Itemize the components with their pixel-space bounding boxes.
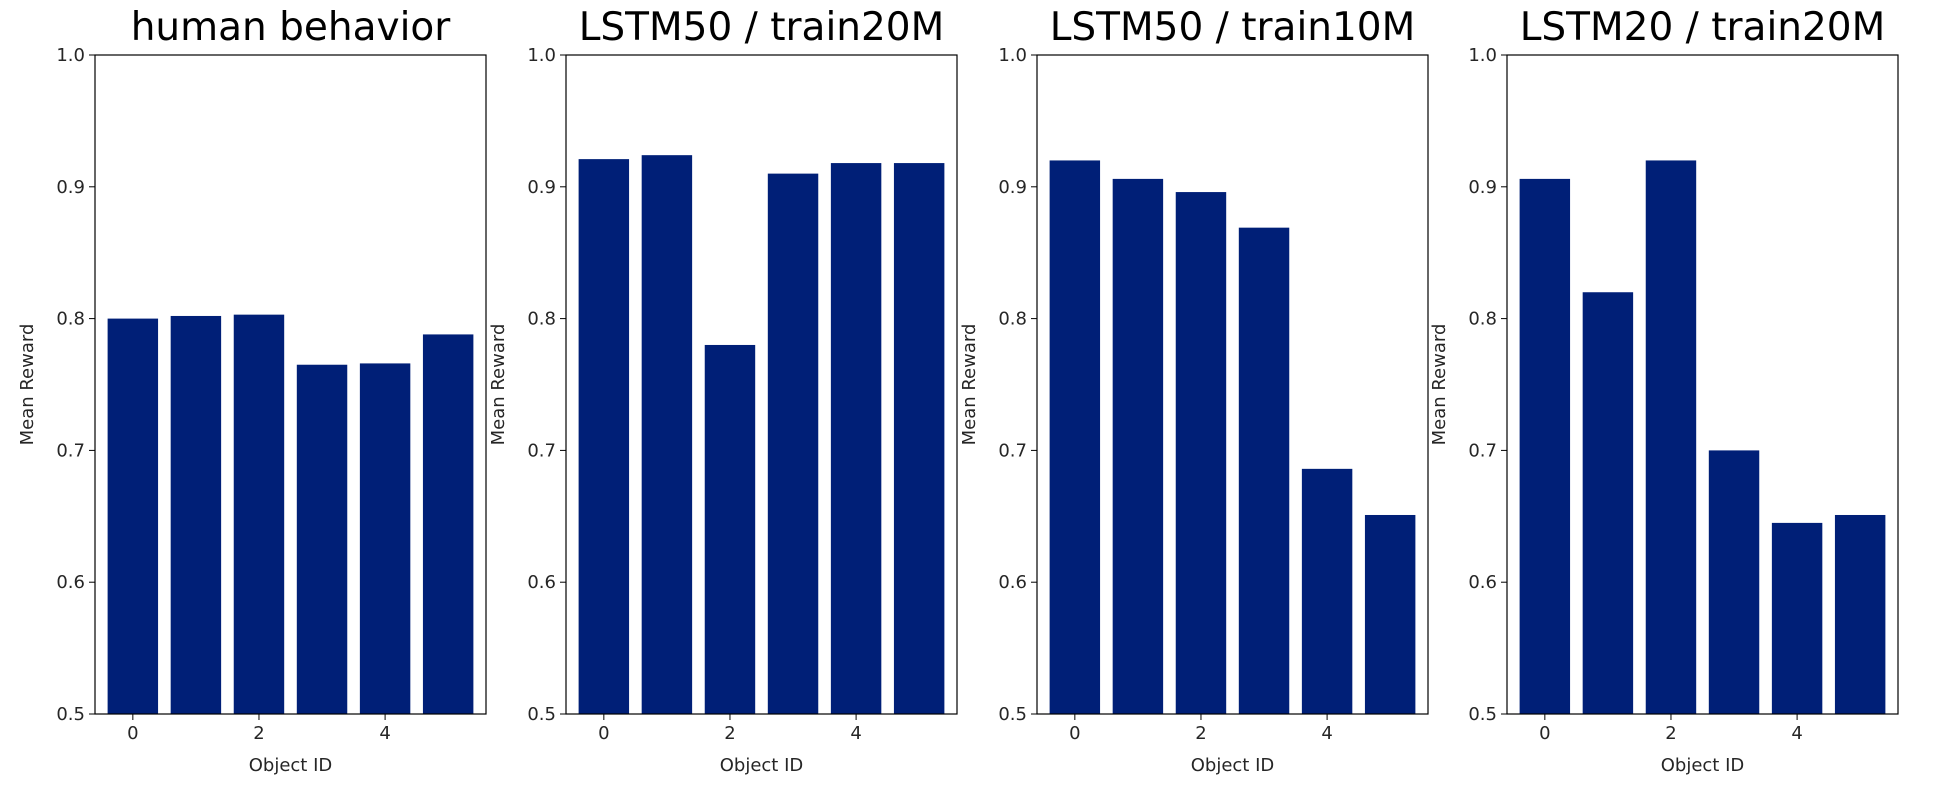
bar-1	[170, 315, 222, 714]
y-tick-label: 0.9	[998, 177, 1027, 198]
y-tick-label: 0.8	[527, 309, 556, 330]
plot-frame	[1036, 54, 1429, 715]
x-tick-label: 4	[379, 723, 390, 744]
bar-3	[1238, 227, 1290, 714]
y-tick-label: 0.7	[527, 440, 556, 461]
bar-5	[1364, 514, 1416, 714]
bar-3	[767, 173, 819, 714]
y-axis-label: Mean Reward	[488, 324, 509, 446]
chart-panel-3: LSTM20 / train20M 0.5 0.6 0.7 0.8 0.9 1.0 0 2 4 Ob…	[1429, 5, 1899, 776]
bar-4	[359, 363, 411, 714]
plot-frame	[94, 54, 487, 715]
y-tick-label: 0.8	[56, 309, 85, 330]
x-axis-label: Object ID	[720, 755, 804, 776]
y-axis-label: Mean Reward	[959, 324, 980, 446]
chart-title: human behavior	[131, 5, 452, 50]
chart-title: LSTM20 / train20M	[1520, 5, 1886, 50]
plot-frame	[1506, 54, 1899, 715]
y-tick-label: 0.6	[527, 572, 556, 593]
bar-2	[1645, 160, 1697, 714]
bar-2	[233, 314, 285, 714]
bar-4	[1771, 522, 1823, 714]
x-tick-label: 2	[1195, 723, 1206, 744]
y-tick-label: 0.6	[56, 572, 85, 593]
bar-5	[1834, 514, 1886, 714]
y-tick-label: 0.8	[1468, 309, 1497, 330]
plot-frame	[565, 54, 958, 715]
bar-2	[1175, 192, 1227, 714]
x-tick-label: 2	[1665, 723, 1676, 744]
bar-5	[893, 163, 945, 715]
bar-3	[296, 364, 348, 714]
y-tick-label: 0.5	[1468, 704, 1497, 725]
y-tick-label: 1.0	[56, 45, 85, 66]
y-tick-label: 1.0	[527, 45, 556, 66]
y-axis-label: Mean Reward	[1429, 324, 1450, 446]
x-tick-label: 0	[1539, 723, 1550, 744]
bar-5	[422, 334, 474, 714]
x-tick-label: 2	[253, 723, 264, 744]
bar-0	[1049, 160, 1101, 714]
x-tick-label: 0	[1069, 723, 1080, 744]
y-tick-label: 0.9	[56, 177, 85, 198]
chart-panel-0: human behavior 0.5 0.6 0.7 0.8 0.9 1.0 0 2 4 Objec…	[17, 5, 487, 776]
y-axis-label: Mean Reward	[17, 324, 38, 446]
y-tick-label: 1.0	[1468, 45, 1497, 66]
bar-3	[1708, 450, 1760, 714]
chart-panel-2: LSTM50 / train10M 0.5 0.6 0.7 0.8 0.9 1.0 0 2 4 Ob…	[959, 5, 1429, 776]
x-axis-label: Object ID	[249, 755, 333, 776]
y-tick-label: 0.8	[998, 309, 1027, 330]
y-tick-label: 0.7	[1468, 440, 1497, 461]
y-tick-label: 0.6	[1468, 572, 1497, 593]
chart-title: LSTM50 / train20M	[579, 5, 945, 50]
x-tick-label: 4	[850, 723, 861, 744]
y-tick-label: 0.7	[998, 440, 1027, 461]
x-tick-label: 0	[598, 723, 609, 744]
chart-panel-1: LSTM50 / train20M 0.5 0.6 0.7 0.8 0.9 1.0 0 2 4 Ob…	[488, 5, 958, 776]
bar-0	[578, 159, 630, 714]
bar-1	[1582, 292, 1634, 714]
y-tick-label: 0.6	[998, 572, 1027, 593]
y-tick-label: 1.0	[998, 45, 1027, 66]
y-tick-label: 0.5	[998, 704, 1027, 725]
x-tick-label: 4	[1321, 723, 1332, 744]
x-tick-label: 2	[724, 723, 735, 744]
y-tick-label: 0.7	[56, 440, 85, 461]
x-tick-label: 0	[127, 723, 138, 744]
bar-1	[641, 155, 693, 715]
bar-2	[704, 344, 756, 714]
bar-0	[1519, 178, 1571, 715]
bar-0	[107, 318, 159, 714]
y-tick-label: 0.9	[527, 177, 556, 198]
x-tick-label: 4	[1791, 723, 1802, 744]
x-axis-label: Object ID	[1661, 755, 1745, 776]
bar-4	[1301, 468, 1353, 714]
bar-4	[830, 163, 882, 715]
y-tick-label: 0.5	[527, 704, 556, 725]
bar-1	[1112, 178, 1164, 715]
y-tick-label: 0.9	[1468, 177, 1497, 198]
chart-title: LSTM50 / train10M	[1050, 5, 1416, 50]
x-axis-label: Object ID	[1191, 755, 1275, 776]
y-tick-label: 0.5	[56, 704, 85, 725]
